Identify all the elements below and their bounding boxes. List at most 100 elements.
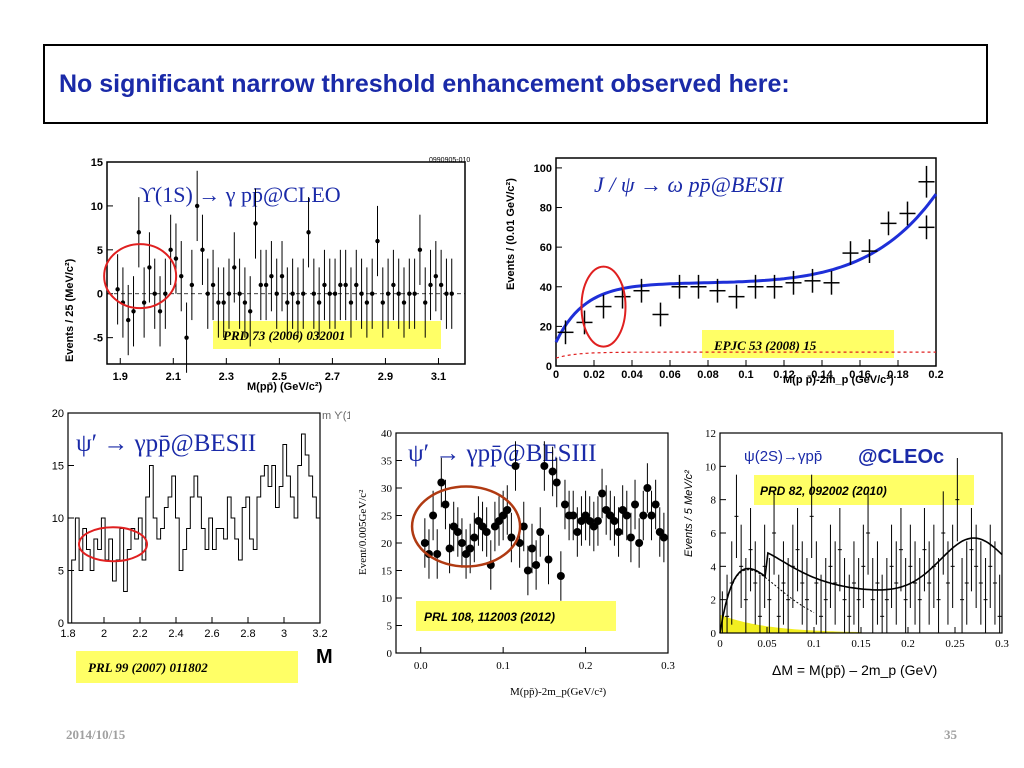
y-tick-label: 15 — [381, 566, 393, 578]
data-point — [221, 300, 226, 305]
process-label: ϒ(1S) → γ pp̄@CLEO — [139, 182, 341, 207]
data-point — [457, 539, 466, 547]
data-point — [168, 247, 173, 253]
x-tick-label: 0.0 — [414, 660, 428, 672]
y-tick-label: 25 — [381, 511, 393, 523]
threshold-circle — [580, 265, 627, 348]
data-point — [548, 467, 557, 476]
x-axis-label: M(p p̄)-2m_p (GeV/c²) — [783, 374, 894, 386]
data-point — [194, 203, 200, 209]
data-point — [311, 291, 317, 296]
data-point — [322, 282, 327, 288]
data-point — [429, 511, 438, 520]
process-label: J / ψ → ω pp̄@BESII — [594, 172, 785, 197]
data-point — [577, 517, 586, 525]
process-label: ψ(2S)→γpp̄ — [744, 448, 822, 465]
y-tick-label: 20 — [540, 321, 552, 333]
data-point — [540, 462, 549, 470]
y-tick-label: 5 — [58, 566, 64, 578]
data-point — [433, 550, 442, 558]
data-point — [593, 517, 602, 525]
data-point — [519, 522, 528, 531]
data-point — [643, 484, 652, 492]
x-tick-label: 3 — [281, 628, 287, 640]
data-point — [659, 533, 668, 542]
header-fragment: m ϒ(1S) → γpp̄. — [322, 410, 350, 422]
data-point — [569, 511, 578, 520]
data-point — [573, 528, 582, 536]
y-tick-label: 60 — [540, 242, 552, 254]
data-point — [216, 300, 221, 305]
data-point — [316, 300, 322, 305]
besii-gamma-chart-panel: m ϒ(1S) → γpp̄. ψ′ → γpp̄@BESII M PRL 99… — [30, 405, 350, 690]
x-tick-label: 1.8 — [60, 628, 75, 640]
data-point — [507, 533, 516, 542]
x-tick-label: 2.2 — [132, 628, 147, 640]
data-point — [581, 511, 590, 520]
data-point — [438, 282, 444, 288]
data-point — [163, 291, 168, 296]
x-tick-label: 0.05 — [757, 638, 777, 650]
reference-box — [76, 651, 298, 683]
x-axis-label: M(pp̄) (GeV/c²) — [247, 381, 322, 393]
data-point — [115, 287, 120, 292]
data-point — [490, 522, 499, 531]
data-point — [536, 528, 545, 536]
data-point — [470, 533, 479, 542]
data-point — [466, 544, 475, 553]
reference-label: PRD 73 (2006) 032001 — [223, 328, 345, 343]
data-point — [556, 572, 565, 580]
data-point — [528, 544, 536, 553]
data-point — [544, 555, 553, 564]
cleoc-chart-panel: Events / 5 MeV/c² ΔM = M(pp̄) – 2m_p (Ge… — [680, 425, 1010, 690]
data-point — [560, 500, 569, 509]
x-tick-label: 2.6 — [204, 628, 219, 640]
data-point — [651, 500, 660, 509]
data-point — [205, 291, 210, 296]
y-tick-label: 100 — [534, 163, 552, 175]
x-tick-label: 2.9 — [378, 371, 393, 383]
besiii-chart: Event/0.005GeV/c² M(pp̄)-2m_p(GeV/c²) ψ′… — [357, 428, 675, 698]
data-point — [482, 528, 491, 536]
data-point — [285, 300, 290, 305]
data-point — [423, 300, 428, 305]
data-point — [585, 517, 594, 525]
data-point — [449, 522, 458, 531]
x-tick-label: 0.1 — [807, 638, 821, 650]
reference-label: PRL 99 (2007) 011802 — [88, 660, 208, 675]
reference-label: EPJC 53 (2008) 15 — [713, 338, 817, 353]
data-point — [635, 539, 644, 547]
data-point — [552, 478, 561, 487]
data-point — [420, 539, 429, 547]
x-tick-label: 0.14 — [811, 369, 833, 381]
besiii-chart-panel: Event/0.005GeV/c² M(pp̄)-2m_p(GeV/c²) ψ′… — [350, 425, 680, 705]
data-point — [226, 291, 232, 296]
data-point — [499, 511, 508, 520]
y-tick-label: 10 — [91, 201, 103, 213]
data-point — [332, 291, 338, 296]
data-point — [364, 300, 370, 305]
reference-label: PRD 82, 092002 (2010) — [760, 484, 887, 498]
data-point — [354, 282, 359, 288]
x-tick-label: 0 — [717, 638, 723, 650]
y-tick-label: 10 — [52, 513, 64, 525]
histogram — [68, 433, 320, 624]
data-point — [631, 500, 640, 509]
cleoc-chart: Events / 5 MeV/c² ΔM = M(pp̄) – 2m_p (Ge… — [683, 428, 1009, 678]
data-point — [606, 511, 615, 520]
data-point — [647, 511, 656, 520]
y-tick-label: 0 — [58, 618, 64, 630]
x-tick-label: 2.3 — [219, 371, 234, 383]
fit-curve — [554, 193, 938, 343]
data-point — [511, 462, 520, 470]
x-tick-label: 0.12 — [773, 369, 794, 381]
data-point — [248, 309, 253, 314]
data-point — [179, 273, 184, 279]
data-point — [523, 566, 532, 575]
y-tick-label: 40 — [540, 282, 552, 294]
x-tick-label: 0.1 — [738, 369, 753, 381]
x-tick-label: 0.3 — [661, 660, 675, 672]
y-tick-label: 6 — [711, 528, 717, 540]
x-tick-label: 3.1 — [431, 371, 446, 383]
data-point — [610, 517, 619, 525]
